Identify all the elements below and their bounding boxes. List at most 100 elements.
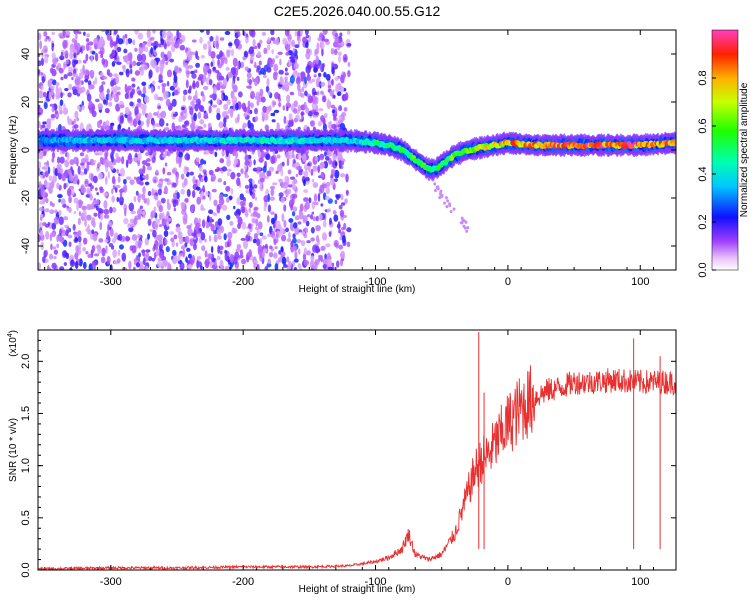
- noise-speckle: [227, 72, 232, 79]
- noise-speckle: [247, 231, 250, 236]
- noise-speckle: [90, 55, 93, 62]
- noise-speckle: [147, 30, 151, 39]
- noise-speckle: [286, 106, 289, 111]
- noise-speckle: [285, 52, 289, 56]
- noise-speckle: [202, 195, 205, 199]
- noise-speckle: [237, 223, 241, 229]
- noise-speckle: [93, 176, 98, 183]
- noise-speckle: [306, 240, 310, 243]
- noise-speckle: [132, 234, 138, 241]
- noise-speckle: [192, 39, 197, 42]
- noise-speckle: [36, 234, 40, 242]
- noise-speckle: [224, 233, 227, 240]
- noise-speckle: [318, 108, 323, 111]
- noise-speckle: [335, 76, 339, 81]
- noise-speckle: [246, 255, 249, 263]
- noise-speckle: [205, 258, 210, 266]
- noise-speckle: [245, 37, 249, 44]
- noise-speckle: [270, 212, 275, 215]
- tail-speckle: [433, 182, 436, 185]
- noise-speckle: [179, 236, 183, 244]
- noise-speckle: [329, 259, 332, 267]
- tail-speckle: [437, 185, 440, 188]
- noise-speckle: [71, 77, 74, 80]
- noise-speckle: [75, 237, 78, 242]
- noise-speckle: [230, 172, 235, 179]
- noise-speckle: [253, 207, 258, 211]
- noise-speckle: [227, 172, 230, 176]
- noise-speckle: [302, 37, 307, 44]
- noise-speckle: [270, 189, 274, 197]
- noise-speckle: [268, 204, 271, 212]
- noise-speckle: [256, 167, 261, 171]
- noise-speckle: [187, 52, 192, 61]
- noise-speckle: [285, 152, 289, 159]
- snr-y-tick-label: 2.0: [20, 354, 32, 369]
- noise-speckle: [227, 242, 229, 247]
- noise-speckle: [253, 239, 257, 244]
- noise-speckle: [179, 262, 184, 270]
- noise-speckle: [169, 231, 174, 235]
- noise-speckle: [46, 198, 49, 203]
- noise-speckle: [312, 179, 315, 183]
- noise-speckle: [154, 51, 157, 56]
- noise-speckle: [278, 164, 282, 169]
- noise-speckle: [43, 45, 48, 54]
- noise-speckle: [186, 71, 190, 75]
- noise-speckle: [57, 194, 63, 198]
- noise-speckle: [209, 36, 213, 42]
- noise-speckle: [148, 191, 152, 196]
- noise-speckle: [249, 202, 253, 208]
- noise-speckle: [53, 256, 57, 259]
- noise-speckle: [233, 228, 238, 233]
- noise-speckle: [127, 117, 131, 121]
- noise-speckle: [172, 257, 177, 264]
- noise-speckle: [132, 61, 136, 67]
- noise-speckle: [320, 82, 325, 87]
- noise-speckle: [148, 219, 152, 226]
- tail-speckle: [440, 190, 443, 193]
- noise-speckle: [271, 218, 275, 225]
- noise-speckle: [195, 63, 200, 68]
- noise-speckle: [154, 224, 158, 227]
- noise-speckle: [110, 80, 114, 87]
- noise-speckle: [48, 222, 50, 226]
- snr-y-tick-label: 1.5: [20, 406, 32, 421]
- noise-speckle: [159, 213, 163, 221]
- noise-speckle: [275, 55, 278, 58]
- noise-speckle: [68, 196, 72, 203]
- noise-speckle: [95, 152, 100, 155]
- noise-speckle: [323, 260, 327, 265]
- noise-speckle: [299, 266, 302, 273]
- noise-speckle: [144, 65, 148, 71]
- noise-speckle: [267, 259, 271, 265]
- noise-speckle: [128, 261, 131, 270]
- noise-speckle: [73, 224, 76, 231]
- noise-speckle: [147, 233, 150, 240]
- noise-speckle: [42, 76, 45, 83]
- noise-speckle: [233, 85, 238, 93]
- noise-speckle: [138, 214, 141, 219]
- noise-speckle: [204, 176, 208, 183]
- noise-speckle: [243, 113, 247, 117]
- noise-speckle: [97, 162, 101, 167]
- noise-speckle: [187, 189, 191, 197]
- noise-speckle: [217, 72, 222, 81]
- noise-speckle: [309, 35, 311, 42]
- noise-speckle: [270, 37, 275, 41]
- noise-speckle: [97, 208, 102, 213]
- noise-speckle: [117, 235, 120, 240]
- noise-speckle: [137, 113, 142, 116]
- noise-speckle: [216, 54, 220, 59]
- noise-speckle: [82, 206, 87, 211]
- noise-speckle: [201, 232, 206, 240]
- noise-speckle: [313, 67, 318, 73]
- noise-speckle: [84, 79, 88, 82]
- noise-speckle: [152, 119, 155, 125]
- noise-speckle: [268, 105, 271, 111]
- tail-speckle: [434, 189, 437, 192]
- noise-speckle: [246, 85, 251, 88]
- snr-x-axis-title: Height of straight line (km): [299, 584, 416, 595]
- noise-speckle: [87, 254, 92, 258]
- noise-speckle: [305, 177, 309, 182]
